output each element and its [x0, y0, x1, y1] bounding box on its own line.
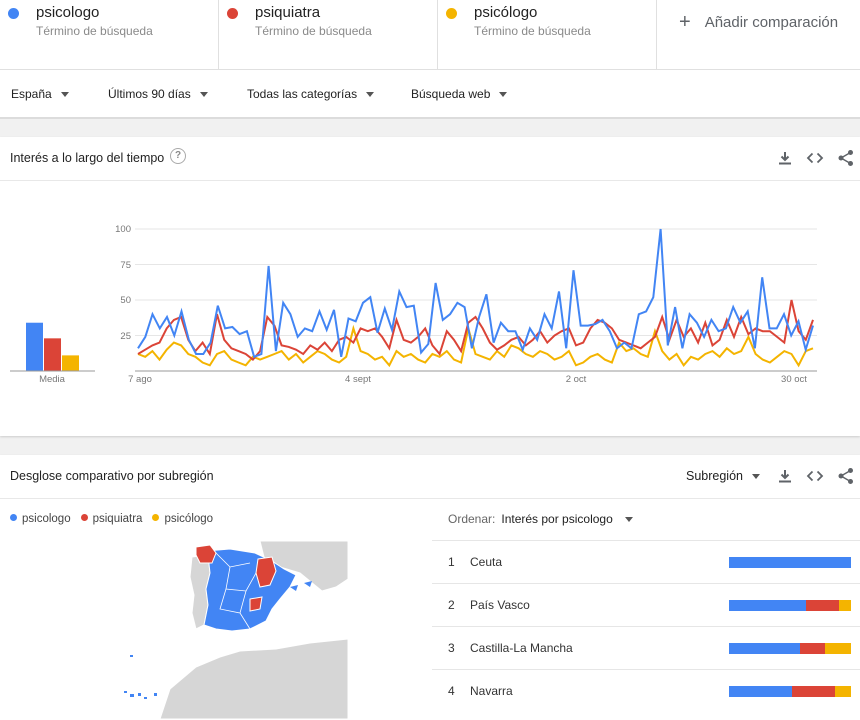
card-header: Interés a lo largo del tiempo ?: [0, 137, 860, 181]
term-type: Término de búsqueda: [255, 24, 372, 38]
share-segment-psicologo: [729, 557, 851, 568]
sort-value: Interés por psicologo: [501, 512, 613, 526]
plus-icon: +: [679, 11, 691, 33]
region-share-bar: [729, 686, 851, 697]
spain-subregion-map[interactable]: [100, 539, 400, 719]
category-filter-label: Todas las categorías: [247, 87, 358, 101]
term-name[interactable]: psiquiatra: [255, 4, 321, 21]
share-segment-psicólogo: [838, 600, 851, 611]
term-card-1[interactable]: psicologo Término de búsqueda: [0, 0, 219, 70]
add-comparison-label: Añadir comparación: [704, 14, 839, 31]
y-tick-100: 100: [115, 224, 131, 235]
term-type: Término de búsqueda: [36, 24, 153, 38]
card-title: Interés a lo largo del tiempo: [10, 151, 165, 165]
x-tick-4-sept: 4 sept: [345, 374, 371, 385]
legend-item-psicólogo: psicólogo: [152, 513, 213, 525]
share-segment-psicologo: [729, 643, 800, 654]
help-icon[interactable]: ?: [170, 148, 186, 164]
average-bar-psiquiatra: [44, 338, 61, 371]
sort-label: Ordenar:: [448, 512, 496, 526]
ranking-row[interactable]: 1 Ceuta: [432, 540, 860, 583]
embed-icon[interactable]: [806, 467, 824, 485]
rank-number: 2: [448, 598, 455, 612]
share-segment-psiquiatra: [799, 643, 826, 654]
series-line-psicologo[interactable]: [137, 228, 814, 359]
ranking-row[interactable]: 4 Navarra: [432, 669, 860, 712]
average-label: Media: [39, 374, 66, 385]
search-type-filter[interactable]: Búsqueda web: [411, 87, 508, 101]
period-filter-label: Últimos 90 días: [108, 87, 191, 101]
term-card-2[interactable]: psiquiatra Término de búsqueda: [219, 0, 438, 70]
download-icon[interactable]: [776, 149, 794, 167]
interest-over-time-card: Interés a lo largo del tiempo ? Media: [0, 137, 860, 436]
x-tick-2-oct: 2 oct: [566, 374, 587, 385]
caret-down-icon: [752, 473, 760, 479]
region-name[interactable]: Castilla-La Mancha: [470, 641, 573, 655]
term-color-dot: [8, 8, 19, 19]
region-share-bar: [729, 600, 851, 611]
y-tick-75: 75: [120, 260, 131, 271]
average-bar-psicologo: [26, 322, 43, 371]
term-color-dot: [227, 8, 238, 19]
region-share-bar: [729, 557, 851, 568]
average-bar-psicólogo: [62, 355, 79, 371]
series-line-psiquiatra[interactable]: [137, 299, 814, 361]
share-segment-psiquiatra: [805, 600, 839, 611]
y-tick-25: 25: [120, 331, 131, 342]
card-title: Desglose comparativo por subregión: [10, 469, 214, 483]
subregion-level-dropdown[interactable]: Subregión: [686, 469, 760, 483]
region-filter[interactable]: España: [11, 87, 69, 101]
caret-down-icon: [624, 516, 633, 522]
x-tick-30-oct: 30 oct: [781, 374, 807, 385]
average-bars: Media: [10, 322, 95, 385]
subregion-breakdown-card: Desglose comparativo por subregión Subre…: [0, 455, 860, 720]
term-card-3[interactable]: psicólogo Término de búsqueda: [438, 0, 657, 70]
caret-down-icon: [499, 91, 508, 97]
embed-icon[interactable]: [806, 149, 824, 167]
ranking-row[interactable]: 3 Castilla-La Mancha: [432, 626, 860, 669]
y-tick-50: 50: [120, 295, 131, 306]
x-tick-7-ago: 7 ago: [128, 374, 152, 385]
series-line-psicólogo[interactable]: [137, 324, 814, 368]
term-type: Término de búsqueda: [474, 24, 591, 38]
caret-down-icon: [199, 91, 208, 97]
term-name[interactable]: psicologo: [36, 4, 100, 21]
interest-chart: Media 100 75 50 25 7 ago 4 sept 2 oct 30…: [10, 224, 817, 385]
share-segment-psiquiatra: [792, 686, 836, 697]
rank-number: 3: [448, 641, 455, 655]
sort-dropdown[interactable]: Ordenar: Interés por psicologo: [448, 512, 633, 526]
share-icon[interactable]: [837, 467, 855, 485]
subregion-level-label: Subregión: [686, 469, 743, 483]
share-segment-psicólogo: [835, 686, 851, 697]
period-filter[interactable]: Últimos 90 días: [108, 87, 208, 101]
region-share-bar: [729, 643, 851, 654]
region-name[interactable]: Ceuta: [470, 555, 503, 569]
caret-down-icon: [60, 91, 69, 97]
download-icon[interactable]: [776, 467, 794, 485]
share-segment-psicologo: [729, 600, 806, 611]
share-segment-psicólogo: [825, 643, 851, 654]
search-type-filter-label: Búsqueda web: [411, 87, 491, 101]
ranking-row[interactable]: 2 País Vasco: [432, 583, 860, 626]
region-name[interactable]: País Vasco: [470, 598, 530, 612]
card-header: Desglose comparativo por subregión Subre…: [0, 455, 860, 499]
legend-item-psicologo: psicologo: [10, 513, 71, 525]
share-segment-psicologo: [729, 686, 793, 697]
category-filter[interactable]: Todas las categorías: [247, 87, 375, 101]
filters-bar: España Últimos 90 días Todas las categor…: [0, 70, 860, 119]
term-name[interactable]: psicólogo: [474, 4, 538, 21]
region-name[interactable]: Navarra: [470, 684, 513, 698]
rank-number: 4: [448, 684, 455, 698]
add-comparison-button[interactable]: + Añadir comparación: [657, 0, 860, 69]
term-color-dot: [446, 8, 457, 19]
rank-number: 1: [448, 555, 455, 569]
share-icon[interactable]: [837, 149, 855, 167]
canary-islands[interactable]: [124, 691, 157, 699]
region-filter-label: España: [11, 87, 52, 101]
map-legend: psicologo psiquiatra psicólogo: [10, 513, 213, 525]
caret-down-icon: [366, 91, 375, 97]
legend-item-psiquiatra: psiquiatra: [80, 513, 142, 525]
comparison-terms-bar: psicologo Término de búsqueda psiquiatra…: [0, 0, 860, 70]
